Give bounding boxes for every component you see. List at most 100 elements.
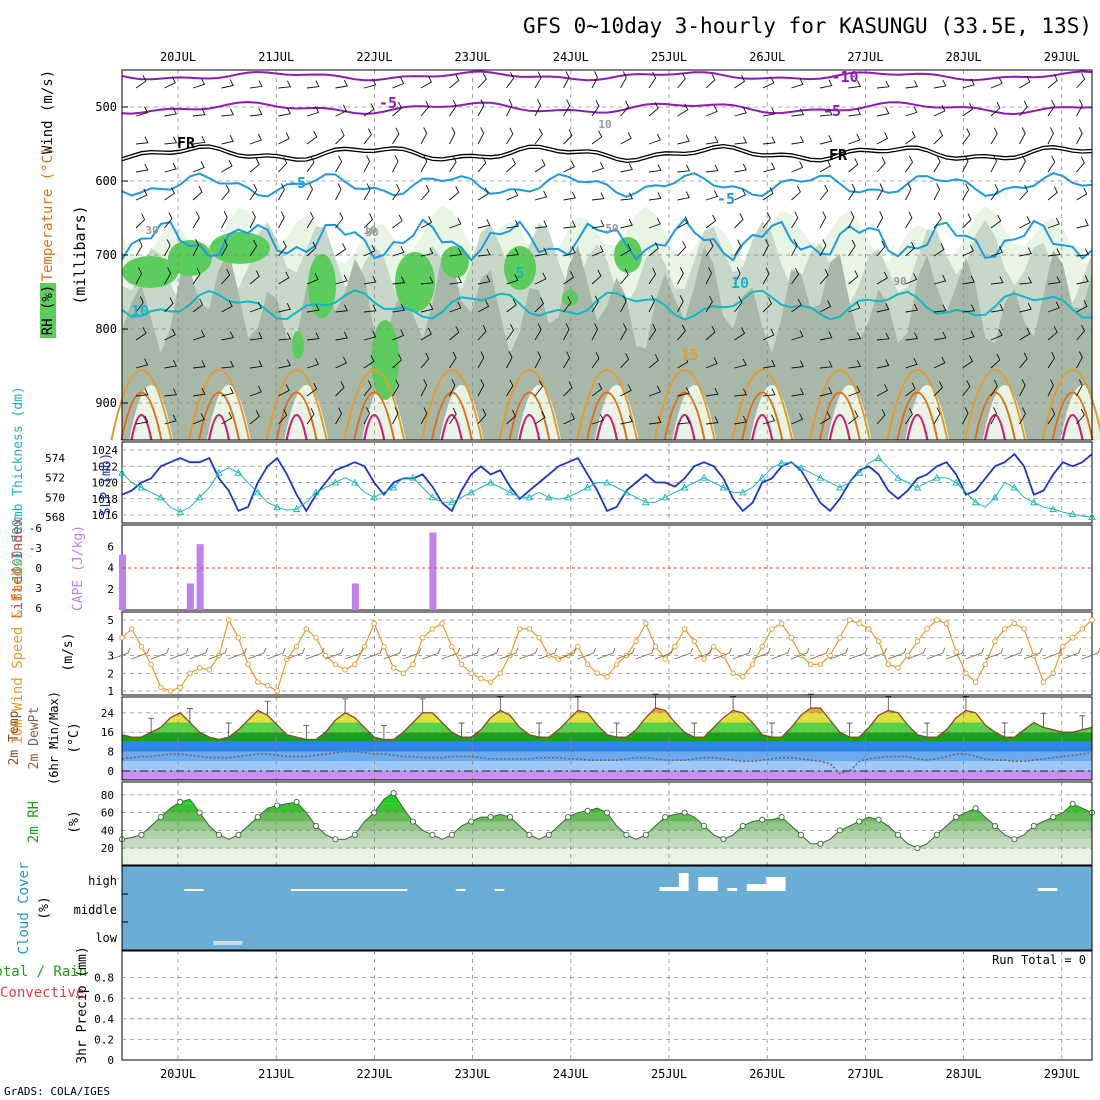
surface-wind-barb bbox=[907, 647, 926, 660]
wind-speed-marker bbox=[264, 682, 271, 689]
wind-barb bbox=[762, 297, 773, 313]
wind-speed-marker bbox=[633, 638, 639, 645]
wind-barb bbox=[791, 298, 802, 313]
wind-barb bbox=[392, 246, 405, 257]
wind-barb bbox=[677, 240, 687, 257]
thickness-marker bbox=[370, 493, 378, 501]
wind-barb bbox=[1019, 407, 1026, 425]
wind-barb bbox=[249, 183, 258, 201]
wind-barb bbox=[392, 214, 403, 229]
rh-tick-label: 60 bbox=[101, 807, 114, 820]
contour-label: 90 bbox=[893, 275, 906, 288]
wind-barb bbox=[335, 129, 345, 145]
wind-barb bbox=[933, 212, 942, 229]
cloud-units-label: (%) bbox=[37, 896, 52, 919]
wind-barb bbox=[848, 183, 856, 201]
wind-barb bbox=[1076, 248, 1090, 257]
temp-minmax-whisker bbox=[846, 722, 853, 738]
wind-speed-marker bbox=[643, 620, 649, 627]
wind-barb bbox=[762, 267, 770, 285]
temp-contour-20 bbox=[198, 391, 240, 441]
wind-barb bbox=[990, 246, 1004, 257]
rh-green-blob bbox=[562, 290, 578, 306]
rh-marker bbox=[545, 831, 552, 838]
surface-wind-barb bbox=[422, 647, 441, 660]
surface-wind-barb bbox=[247, 647, 267, 660]
wind-barb bbox=[905, 211, 913, 229]
temp-minmax-whisker bbox=[768, 722, 775, 738]
wind-barb bbox=[221, 360, 235, 369]
temp-contour-20 bbox=[430, 391, 473, 441]
top-date-label: 22JUL bbox=[356, 50, 392, 64]
wind-speed-marker bbox=[526, 626, 533, 632]
wind-speed-marker bbox=[972, 679, 979, 685]
temp-contour-15 bbox=[110, 369, 173, 441]
wind-speed-marker bbox=[128, 626, 135, 632]
thickness-marker bbox=[176, 508, 184, 516]
wind-barb bbox=[506, 248, 520, 257]
wind-speed-marker bbox=[584, 661, 591, 668]
wind-barb bbox=[876, 303, 890, 313]
wind-barb bbox=[192, 211, 200, 229]
wind-barb bbox=[791, 330, 804, 341]
wind-barb bbox=[278, 211, 285, 229]
wind-barb bbox=[705, 239, 714, 257]
wind-barb bbox=[933, 304, 947, 313]
wind-barb bbox=[192, 360, 206, 369]
wind-barb bbox=[135, 415, 149, 425]
wind-speed-marker bbox=[1021, 626, 1027, 632]
wind-barb bbox=[819, 411, 831, 425]
wind-barb bbox=[705, 267, 713, 285]
wind-barb bbox=[1019, 127, 1026, 145]
pressure-tick-label: 500 bbox=[95, 100, 117, 114]
wind-barb bbox=[962, 128, 971, 145]
wind-barb bbox=[734, 213, 744, 229]
thickness-tick-label: 568 bbox=[45, 511, 65, 524]
high-cloud-segment bbox=[659, 887, 679, 891]
temperature-panel: 24 16 8 0 2m Temp 2m DewPt (6hr Min/Max) (°C) bbox=[7, 691, 1093, 785]
thickness-marker bbox=[486, 478, 495, 486]
wind-barb bbox=[677, 267, 684, 285]
top-date-label: 28JUL bbox=[946, 50, 982, 64]
wind-speed-marker bbox=[759, 643, 765, 650]
wind-barb bbox=[506, 323, 515, 341]
wind-barb bbox=[477, 351, 485, 369]
wind-barb bbox=[135, 296, 144, 313]
thickness-marker bbox=[836, 483, 844, 491]
wind-speed-marker bbox=[963, 670, 969, 677]
high-cloud-segment bbox=[290, 889, 408, 891]
wind-speed-marker bbox=[662, 656, 668, 662]
wind-speed-marker bbox=[924, 626, 930, 632]
wind-barb bbox=[192, 239, 200, 257]
wind-speed-marker bbox=[691, 638, 698, 645]
wind-barb bbox=[962, 355, 973, 369]
temp-contour-15 bbox=[420, 369, 483, 441]
wind-barb bbox=[420, 247, 434, 257]
wind-barb bbox=[192, 185, 203, 201]
wind-barb bbox=[449, 326, 460, 341]
wind-barb bbox=[1047, 74, 1058, 89]
temp-minmax-whisker bbox=[225, 722, 232, 738]
wind-barb bbox=[848, 385, 861, 397]
wind-speed-marker bbox=[904, 652, 911, 659]
high-cloud-segment bbox=[698, 877, 718, 891]
wind-barb bbox=[705, 190, 719, 201]
surface-wind-barb bbox=[170, 647, 189, 660]
wind-barb bbox=[933, 183, 941, 201]
wind-barb bbox=[762, 107, 776, 117]
wind-barb bbox=[249, 80, 263, 89]
thickness-marker bbox=[157, 493, 165, 501]
surface-wind-barb bbox=[674, 647, 694, 660]
wind-barb bbox=[677, 191, 690, 201]
wind-barb bbox=[506, 99, 513, 117]
surface-wind-barb bbox=[752, 647, 771, 660]
wind-barb bbox=[905, 130, 916, 145]
wind-barb bbox=[648, 385, 661, 397]
top-date-label: 24JUL bbox=[553, 50, 589, 64]
temp-contour-25 bbox=[285, 414, 308, 441]
wind-barb bbox=[791, 78, 804, 89]
temp-contour-25 bbox=[363, 414, 386, 441]
wind-barb bbox=[420, 155, 428, 173]
wind-barb bbox=[192, 298, 204, 313]
wind-speed-marker bbox=[778, 620, 785, 627]
